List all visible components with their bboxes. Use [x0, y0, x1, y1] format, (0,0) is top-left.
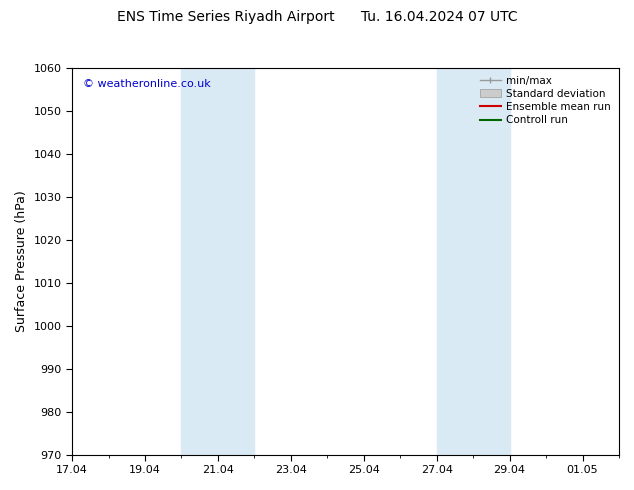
- Bar: [181, 68, 254, 455]
- Bar: [437, 68, 510, 455]
- Legend: min/max, Standard deviation, Ensemble mean run, Controll run: min/max, Standard deviation, Ensemble me…: [477, 73, 614, 128]
- Text: © weatheronline.co.uk: © weatheronline.co.uk: [83, 79, 210, 89]
- Text: ENS Time Series Riyadh Airport      Tu. 16.04.2024 07 UTC: ENS Time Series Riyadh Airport Tu. 16.04…: [117, 10, 517, 24]
- Y-axis label: Surface Pressure (hPa): Surface Pressure (hPa): [15, 190, 28, 332]
